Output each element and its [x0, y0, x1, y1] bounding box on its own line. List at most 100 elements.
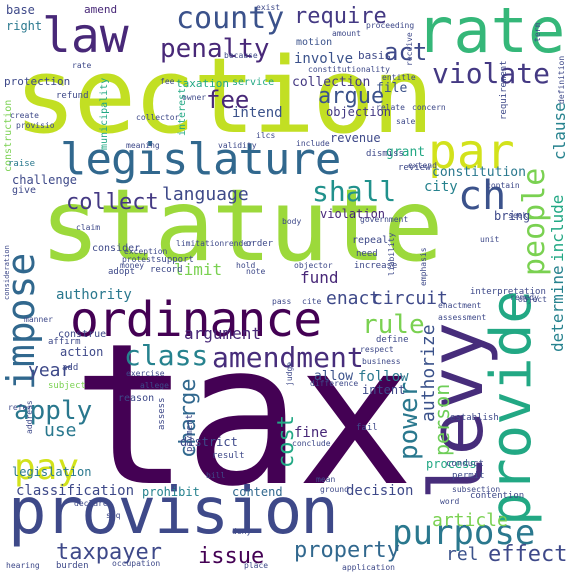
- cloud-word: fee: [160, 77, 175, 86]
- cloud-word: amendment: [212, 341, 364, 374]
- cloud-word: seq: [106, 511, 121, 520]
- cloud-word: section: [14, 35, 434, 157]
- cloud-word: contention: [470, 491, 525, 501]
- cloud-word: subject: [48, 381, 86, 391]
- cloud-word: involve: [294, 51, 354, 67]
- cloud-word: support: [156, 255, 194, 265]
- cloud-word: rel: [446, 544, 479, 565]
- cloud-word: deny: [232, 527, 252, 536]
- cloud-word: violate: [432, 57, 551, 90]
- cloud-word: increase: [354, 261, 398, 271]
- cloud-word: ch: [458, 173, 507, 219]
- cloud-word: par: [428, 124, 515, 180]
- cloud-word: meaning: [126, 141, 160, 150]
- cloud-word: conclude: [292, 439, 331, 448]
- cloud-word: refer: [8, 403, 33, 412]
- cloud-word: contain: [486, 181, 520, 190]
- cloud-word: ordinance: [70, 292, 322, 348]
- cloud-word: pay: [14, 447, 80, 488]
- cloud-word: give: [12, 185, 37, 196]
- cloud-word: collection: [292, 75, 371, 90]
- cloud-word: objection: [326, 105, 392, 119]
- cloud-word: order: [246, 239, 274, 249]
- cloud-word: taxpayer: [56, 540, 162, 565]
- cloud-word: note: [246, 267, 266, 276]
- cloud-word: right: [6, 19, 43, 33]
- cloud-word: statute: [40, 167, 443, 284]
- cloud-word: protection: [4, 75, 71, 88]
- cloud-word: amount: [332, 29, 361, 38]
- cloud-word: constitutionality: [308, 65, 390, 74]
- cloud-word: exercise: [126, 369, 165, 378]
- cloud-word: declare: [74, 499, 108, 508]
- cloud-word: violation: [320, 207, 386, 221]
- cloud-word: word: [440, 497, 460, 506]
- cloud-word: assess: [157, 397, 167, 430]
- cloud-word: provision: [8, 475, 339, 549]
- cloud-word: require: [294, 4, 387, 29]
- cloud-word: rate: [416, 0, 566, 67]
- cloud-word: issue: [198, 544, 265, 569]
- cloud-word: government: [360, 215, 409, 224]
- cloud-word: review: [398, 163, 431, 173]
- cloud-word: determine: [548, 265, 567, 352]
- cloud-word: collector: [136, 113, 180, 122]
- cloud-word: permit: [452, 471, 485, 481]
- cloud-word: allege: [140, 381, 169, 390]
- cloud-word: record: [150, 265, 183, 275]
- cloud-word: objector: [294, 261, 333, 270]
- cloud-word: entitle: [382, 73, 416, 82]
- cloud-word: revenue: [330, 131, 381, 145]
- cloud-word: relate: [376, 103, 405, 112]
- cloud-word: apply: [14, 396, 93, 426]
- cloud-word: hearing: [6, 561, 40, 570]
- cloud-word: clause: [550, 102, 569, 160]
- cloud-word: establish: [450, 413, 499, 423]
- cloud-word: protest: [122, 255, 156, 264]
- cloud-word: article: [432, 510, 508, 531]
- cloud-word: unit: [480, 235, 500, 244]
- cloud-word: effect: [488, 542, 568, 567]
- cloud-word: judge: [285, 361, 294, 386]
- cloud-word: assessment: [438, 313, 487, 322]
- cloud-word: county: [176, 1, 285, 36]
- cloud-word: grant: [386, 145, 426, 160]
- cloud-word: consideration: [3, 245, 11, 300]
- cloud-word: allow: [314, 369, 354, 384]
- cloud-word: amend: [84, 3, 118, 16]
- cloud-word: language: [162, 184, 249, 205]
- cloud-word: law: [42, 8, 129, 64]
- cloud-word: district: [180, 435, 238, 449]
- cloud-word: term: [533, 22, 542, 42]
- cloud-word: fail: [356, 423, 378, 433]
- cloud-word: extend: [408, 161, 437, 170]
- cloud-word: emphasis: [419, 247, 428, 286]
- cloud-word: body: [282, 217, 302, 226]
- cloud-word: include: [548, 194, 567, 262]
- cloud-word: include: [296, 139, 330, 148]
- cloud-word: argue: [318, 84, 385, 109]
- cloud-word: subsection: [452, 485, 501, 494]
- cloud-word: class: [124, 339, 209, 372]
- cloud-word: purpose: [392, 513, 536, 553]
- cloud-word: legislature: [60, 134, 341, 185]
- cloud-word: affirm: [48, 337, 81, 347]
- cloud-word: action: [60, 345, 104, 359]
- cloud-word: rule: [362, 310, 425, 340]
- cloud-word: use: [44, 420, 77, 441]
- cloud-word: business: [362, 357, 401, 366]
- cloud-word: motion: [296, 37, 333, 48]
- cloud-word: constitution: [432, 165, 526, 180]
- cloud-word: classification: [16, 483, 135, 499]
- cloud-word: rate: [72, 61, 92, 70]
- cloud-word: ground: [320, 485, 349, 494]
- cloud-word: burden: [56, 561, 89, 571]
- cloud-word: prohibit: [142, 485, 200, 499]
- cloud-word: provisio: [16, 121, 55, 130]
- cloud-word: act: [384, 38, 428, 66]
- cloud-word: process: [426, 457, 477, 471]
- cloud-word: limit: [174, 260, 223, 279]
- cloud-word: tax: [72, 302, 414, 530]
- cloud-word: payment: [185, 414, 195, 452]
